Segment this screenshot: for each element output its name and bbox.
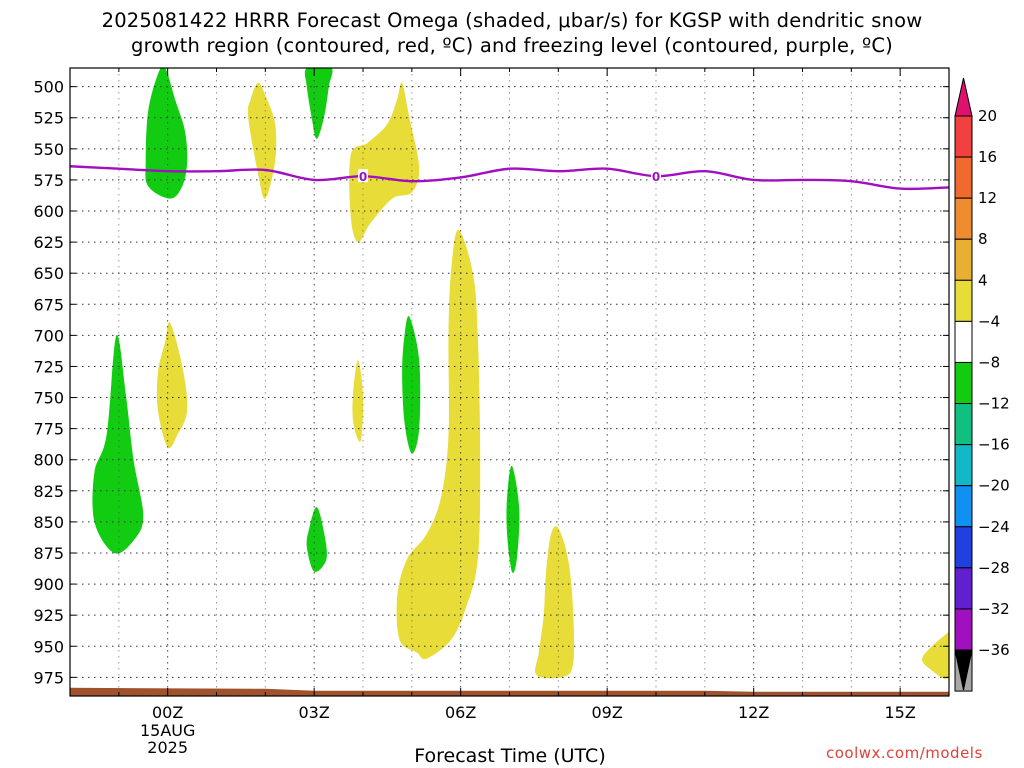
x-tick-label-09Z: 09Z	[592, 703, 623, 722]
chart-title-line-2: growth region (contoured, red, ºC) and f…	[131, 34, 893, 57]
y-tick-label-525: 525	[33, 109, 64, 128]
omega-region-yellow-upper-center	[349, 82, 420, 243]
y-tick-label-875: 875	[33, 544, 64, 563]
colorbar-swatch-5	[954, 279, 973, 322]
colorbar-label-9: −20	[978, 477, 1010, 495]
colorbar-swatch-2	[954, 156, 973, 199]
colorbar-label-4: 4	[978, 271, 988, 289]
colorbar-label-5: −4	[978, 312, 1000, 330]
omega-region-green-upper-left	[145, 68, 188, 199]
omega-region-yellow-tall	[396, 229, 481, 660]
credit-link[interactable]: coolwx.com/models	[826, 744, 983, 762]
colorbar-swatch-11	[954, 526, 973, 569]
x-axis-label: Forecast Time (UTC)	[414, 745, 606, 767]
omega-region-yellow-lower-right	[535, 526, 575, 679]
y-tick-label-700: 700	[33, 326, 64, 345]
y-tick-label-500: 500	[33, 78, 64, 97]
x-tick-label-12Z: 12Z	[738, 703, 769, 722]
y-tick-label-750: 750	[33, 389, 64, 408]
colorbar-label-3: 8	[978, 230, 988, 248]
axes: 500 525 550 575 600 625 650 675 700 725 750 775 800 8…	[33, 67, 950, 757]
omega-region-green-top-center	[304, 68, 333, 139]
y-tick-label-825: 825	[33, 482, 64, 501]
y-tick-label-625: 625	[33, 233, 64, 252]
y-tick-label-775: 775	[33, 420, 64, 439]
colorbar-label-2: 12	[978, 189, 997, 207]
x-tick-label-06Z: 06Z	[445, 703, 476, 722]
x-tick-label-00Z: 00Z	[152, 703, 183, 722]
x-tick-sublabel-0: 15AUG	[140, 721, 195, 740]
omega-region-green-center-middle	[402, 315, 421, 454]
y-tick-label-850: 850	[33, 513, 64, 532]
y-tick-label-900: 900	[33, 575, 64, 594]
colorbar-swatch-10	[954, 485, 973, 528]
colorbar-label-1: 16	[978, 148, 997, 166]
colorbar-label-7: −12	[978, 395, 1010, 413]
omega-region-yellow-left-middle	[156, 322, 188, 449]
colorbar-label-11: −28	[978, 559, 1010, 577]
x-tick-label-03Z: 03Z	[299, 703, 330, 722]
y-tick-label-650: 650	[33, 264, 64, 283]
freezing-label-bg-0	[358, 169, 368, 183]
omega-region-green-narrow	[506, 465, 520, 573]
chart-title: 2025081422 HRRR Forecast Omega (shaded, …	[0, 8, 1024, 58]
y-tick-label-800: 800	[33, 451, 64, 470]
colorbar-label-12: −32	[978, 600, 1010, 618]
y-tick-label-725: 725	[33, 357, 64, 376]
colorbar: 20 16 12 8 4 −4 −8 −12 −16 −20 −24 −28 −32 −36	[954, 77, 1010, 692]
y-tick-label-925: 925	[33, 606, 64, 625]
plot-frame	[69, 67, 950, 697]
colorbar-swatch-9	[954, 444, 973, 487]
freezing-label-bg-1	[651, 169, 661, 183]
freezing-level-label-1: 0	[652, 170, 660, 184]
y-tick-label-550: 550	[33, 140, 64, 159]
colorbar-swatch-13	[954, 608, 973, 651]
omega-region-green-left-middle	[92, 334, 144, 554]
colorbar-swatch-6	[954, 320, 973, 363]
ground-surface	[70, 687, 949, 696]
colorbar-label-8: −16	[978, 436, 1010, 454]
omega-region-yellow-small	[352, 360, 364, 442]
ground-layer	[70, 687, 949, 696]
y-tick-label-675: 675	[33, 295, 64, 314]
y-tick-label-600: 600	[33, 202, 64, 221]
colorbar-swatch-7	[954, 361, 973, 405]
colorbar-arrow-top	[954, 77, 973, 117]
colorbar-label-10: −24	[978, 518, 1010, 536]
colorbar-label-13: −36	[978, 641, 1010, 659]
colorbar-swatch-1	[954, 115, 973, 158]
y-tick-label-975: 975	[33, 668, 64, 687]
colorbar-swatch-12	[954, 567, 973, 610]
colorbar-label-0: 20	[978, 107, 997, 125]
omega-region-yellow-upper-left	[247, 82, 277, 199]
x-tick-sublabel-1: 2025	[147, 738, 188, 757]
chart-title-line-1: 2025081422 HRRR Forecast Omega (shaded, …	[101, 9, 923, 32]
freezing-level-line	[69, 165, 950, 191]
colorbar-swatch-3	[954, 197, 973, 240]
colorbar-label-6: −8	[978, 353, 1000, 371]
grid-lines	[70, 68, 949, 696]
freezing-level-label-0: 0	[359, 170, 367, 184]
y-tick-label-950: 950	[33, 637, 64, 656]
omega-regions	[92, 68, 949, 679]
colorbar-swatch-8	[954, 403, 973, 446]
colorbar-arrow-bottom	[954, 649, 973, 691]
x-tick-label-15Z: 15Z	[885, 703, 916, 722]
omega-region-green-small-lower	[306, 506, 327, 572]
y-tick-label-575: 575	[33, 171, 64, 190]
colorbar-swatch-4	[954, 238, 973, 281]
omega-region-yellow-corner	[922, 630, 949, 679]
